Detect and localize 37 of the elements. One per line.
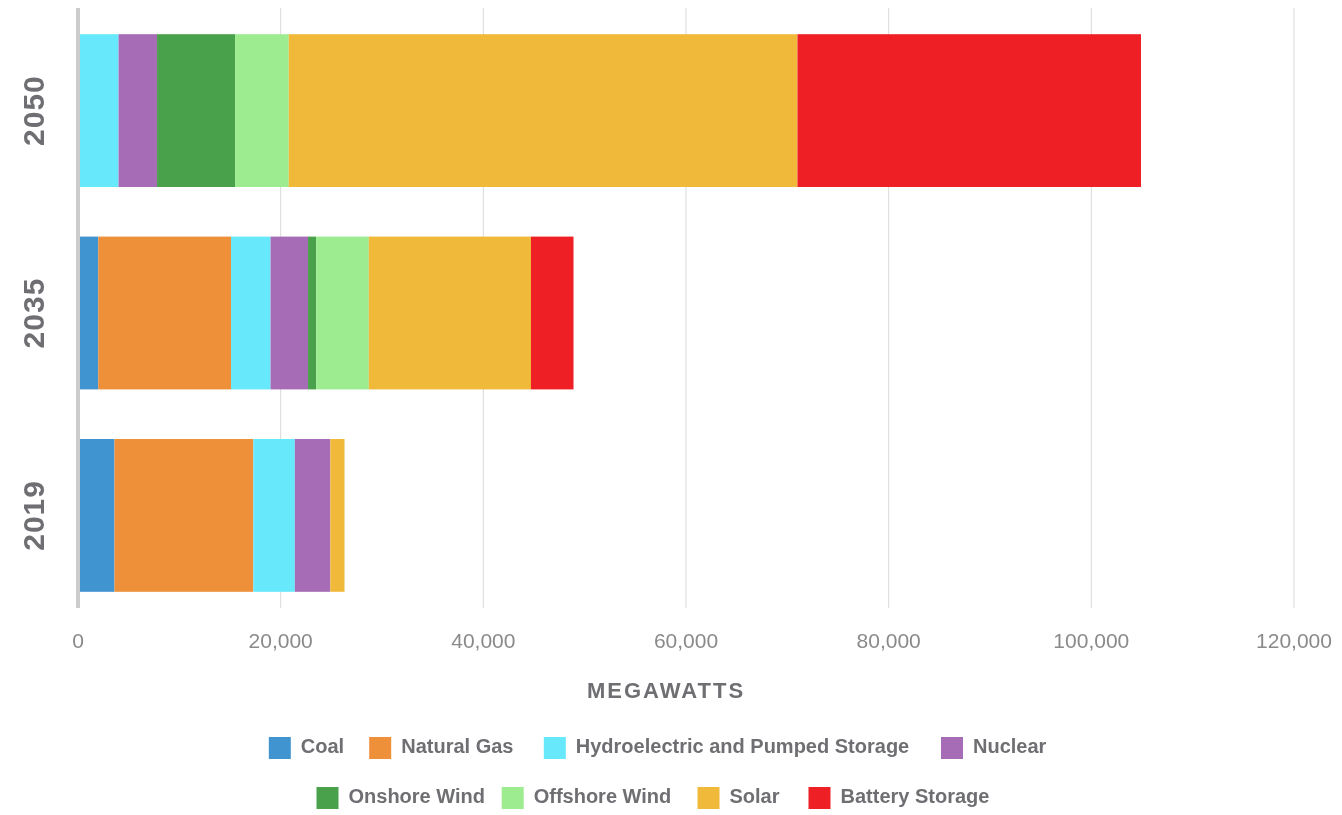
x-axis-title: MEGAWATTS bbox=[586, 678, 746, 703]
bar bbox=[98, 236, 232, 390]
bar bbox=[368, 236, 531, 390]
legend-label: Solar bbox=[729, 785, 780, 808]
bar bbox=[330, 439, 345, 592]
legend-label: Natural Gas bbox=[401, 735, 514, 758]
bar bbox=[294, 439, 331, 592]
bar bbox=[114, 439, 254, 592]
legend-label: Hydroelectric and Pumped Storage bbox=[575, 735, 910, 758]
bar bbox=[157, 34, 236, 188]
x-tick-label: 100,000 bbox=[1053, 629, 1130, 652]
bar bbox=[270, 236, 309, 390]
y-tick-label: 2019 bbox=[16, 480, 50, 551]
bar bbox=[235, 34, 289, 188]
y-tick-label: 2035 bbox=[16, 277, 50, 349]
legend-label: Onshore Wind bbox=[348, 785, 485, 808]
x-tick-label: 40,000 bbox=[451, 629, 516, 652]
x-tick-label: 20,000 bbox=[248, 629, 313, 652]
bar bbox=[288, 34, 798, 188]
legend-label: Battery Storage bbox=[840, 785, 990, 808]
x-tick-label: 60,000 bbox=[653, 629, 719, 652]
y-tick-label: 2050 bbox=[16, 75, 50, 146]
bar bbox=[308, 236, 317, 390]
legend-label: Nuclear bbox=[973, 735, 1047, 758]
legend-label: Coal bbox=[300, 735, 345, 758]
bar bbox=[118, 34, 158, 188]
legend-label: Offshore Wind bbox=[533, 785, 672, 808]
bar bbox=[316, 236, 369, 390]
bar bbox=[78, 439, 115, 592]
bar bbox=[797, 34, 1141, 188]
x-tick-label: 80,000 bbox=[856, 629, 921, 652]
bar bbox=[231, 236, 271, 390]
bar bbox=[530, 236, 574, 390]
bar bbox=[78, 34, 119, 188]
bar bbox=[253, 439, 295, 592]
x-tick-label: 120,000 bbox=[1256, 629, 1332, 652]
x-tick-label: 0 bbox=[72, 629, 84, 652]
